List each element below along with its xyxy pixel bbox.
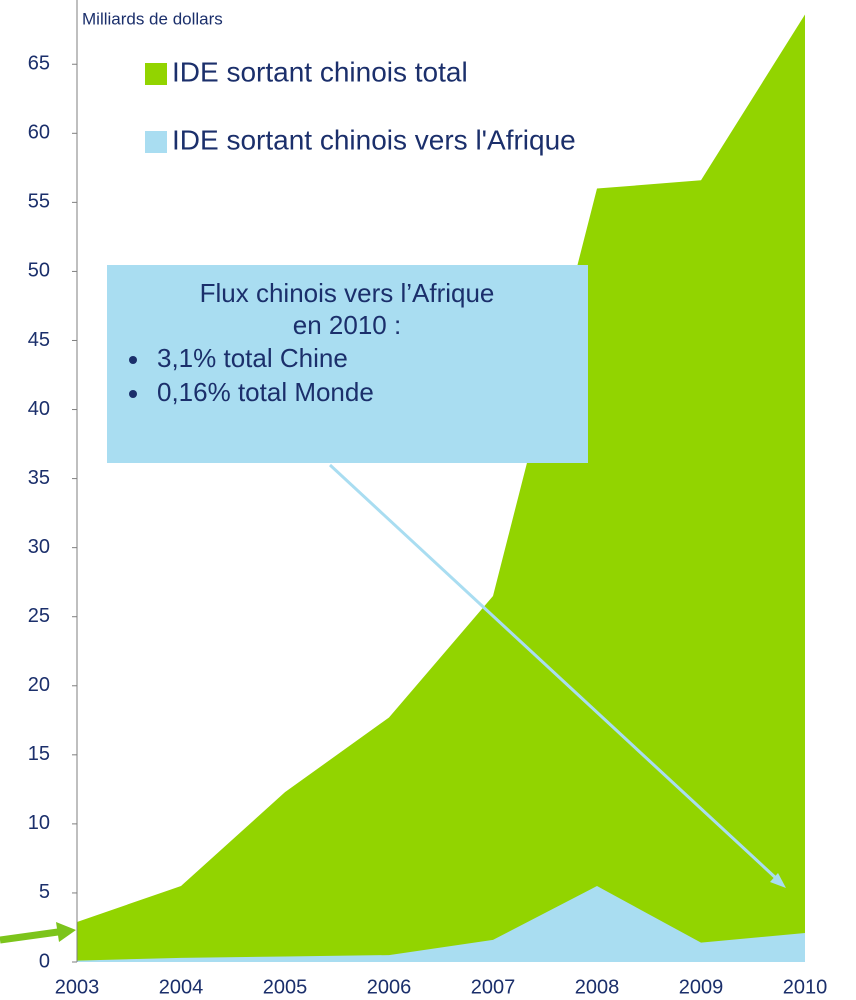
x-tick-label: 2006 (367, 976, 412, 998)
legend-swatch (145, 63, 167, 85)
y-tick-label: 50 (28, 260, 50, 282)
x-tick-label: 2004 (159, 976, 204, 998)
legend-swatch (145, 131, 167, 153)
y-tick-label: 35 (28, 467, 50, 489)
y-tick-label: 15 (28, 743, 50, 765)
x-tick-label: 2008 (575, 976, 620, 998)
annotation-title: Flux chinois vers l’Afrique (200, 278, 495, 308)
y-tick-label: 45 (28, 329, 50, 351)
y-tick-label: 60 (28, 122, 50, 144)
annotation-box (107, 265, 588, 463)
y-tick-label: 40 (28, 398, 50, 420)
annotation-bullet: 0,16% total Monde (157, 377, 374, 407)
y-tick-label: 30 (28, 536, 50, 558)
area (77, 886, 805, 962)
x-tick-label: 2007 (471, 976, 516, 998)
legend: IDE sortant chinois total IDE sortant chi… (145, 56, 576, 155)
x-tick-label: 2010 (783, 976, 828, 998)
arrow-head (56, 922, 76, 942)
legend-label: IDE sortant chinois total (172, 56, 468, 87)
bullet (129, 356, 137, 364)
area (77, 14, 805, 962)
x-tick-label: 2003 (55, 976, 100, 998)
pointer-arrow (0, 928, 59, 944)
y-tick-label: 20 (28, 674, 50, 696)
arrow-head (770, 873, 786, 888)
legend-label: IDE sortant chinois vers l'Afrique (172, 124, 576, 155)
plot-area (77, 14, 805, 962)
annotation-title: en 2010 : (293, 310, 401, 340)
y-tick-label: 5 (39, 881, 50, 903)
y-tick-label: 25 (28, 605, 50, 627)
y-tick-label: 0 (39, 950, 50, 972)
annotation-arrow (328, 463, 780, 882)
y-tick-label: 10 (28, 812, 50, 834)
axis-title: Milliards de dollars (82, 9, 223, 28)
y-tick-label: 65 (28, 53, 50, 75)
bullet (129, 390, 137, 398)
x-tick-label: 2005 (263, 976, 308, 998)
y-tick-label: 55 (28, 191, 50, 213)
x-tick-label: 2009 (679, 976, 724, 998)
annotation-bullet: 3,1% total Chine (157, 343, 348, 373)
